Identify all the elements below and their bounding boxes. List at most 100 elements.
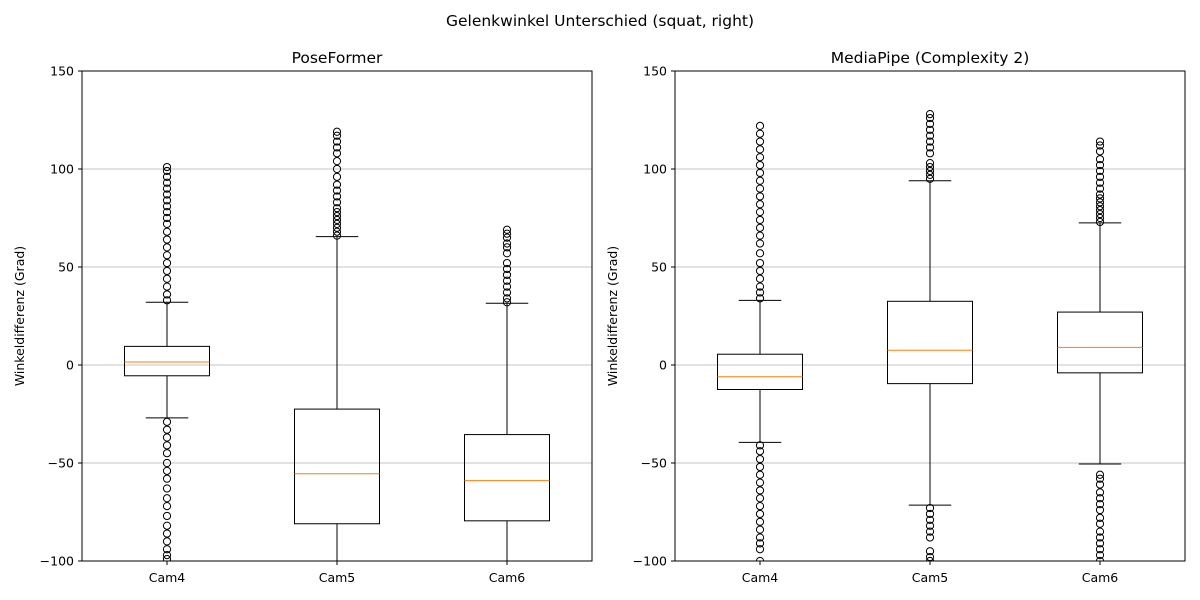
outlier-point	[1095, 533, 1105, 542]
outlier-point	[502, 294, 512, 303]
outlier-point	[1095, 209, 1105, 219]
box-Cam4	[717, 121, 803, 561]
outlier-point	[162, 417, 172, 426]
outlier-point	[925, 119, 935, 129]
plot-area	[124, 127, 550, 561]
outlier-point	[162, 290, 172, 299]
plot-area	[717, 110, 1143, 561]
outlier-point	[755, 539, 765, 548]
outlier-point	[1095, 213, 1105, 223]
outlier-point	[925, 521, 935, 530]
outlier-point	[332, 186, 342, 195]
outlier-point	[1095, 556, 1105, 561]
outlier-point	[1095, 470, 1105, 479]
outlier-point	[162, 219, 172, 228]
outlier-point	[755, 288, 765, 297]
outlier-point	[332, 223, 342, 232]
outlier-point	[1095, 505, 1105, 515]
outlier-point	[755, 208, 765, 217]
box-iqr	[717, 353, 803, 390]
outlier-point	[162, 251, 172, 260]
outlier-point	[162, 537, 172, 546]
outlier-point	[1095, 474, 1105, 483]
outlier-point	[755, 294, 765, 303]
outlier-point	[162, 190, 172, 199]
outlier-point	[502, 233, 512, 242]
outlier-point	[162, 266, 172, 276]
outlier-point	[332, 211, 342, 221]
outlier-point	[755, 192, 765, 201]
outlier-point	[755, 486, 765, 495]
outlier-point	[162, 441, 172, 450]
outlier-point	[755, 502, 765, 511]
y-tick-label: 0	[659, 358, 667, 373]
outlier-point	[332, 198, 342, 207]
outlier-point	[162, 511, 172, 521]
outlier-point	[925, 162, 935, 172]
box-Cam6	[1057, 137, 1143, 561]
outlier-point	[925, 110, 935, 119]
outlier-point	[162, 474, 172, 483]
y-tick-label: −100	[40, 554, 74, 569]
outlier-point	[755, 176, 765, 185]
outlier-point	[1095, 217, 1105, 227]
x-tick-label: Cam6	[489, 570, 526, 585]
outlier-point	[162, 449, 172, 458]
outlier-point	[755, 249, 765, 258]
outlier-point	[755, 153, 765, 162]
outlier-point	[925, 170, 935, 179]
outlier-point	[925, 159, 935, 168]
y-tick-label: −50	[48, 456, 74, 471]
outlier-point	[1095, 527, 1105, 536]
outlier-point	[755, 223, 765, 232]
outlier-point	[332, 192, 342, 201]
outlier-point	[502, 298, 512, 307]
y-tick-label: 0	[66, 358, 74, 373]
outlier-point	[332, 143, 342, 152]
y-tick-label: −50	[641, 456, 667, 471]
outlier-point	[925, 143, 935, 152]
outlier-point	[1095, 166, 1105, 176]
outlier-point	[925, 547, 935, 556]
outlier-point	[162, 258, 172, 268]
outlier-point	[162, 554, 172, 561]
outlier-point	[162, 172, 172, 181]
outlier-point	[755, 274, 765, 283]
outlier-point	[755, 121, 765, 130]
outlier-point	[925, 137, 935, 146]
outlier-point	[755, 137, 765, 146]
outlier-point	[162, 484, 172, 493]
y-tick-label: 100	[50, 162, 74, 177]
outlier-point	[755, 454, 765, 464]
outlier-point	[162, 494, 172, 503]
outlier-point	[1095, 160, 1105, 170]
outlier-point	[755, 184, 765, 193]
outlier-point	[502, 288, 512, 297]
outlier-point	[162, 502, 172, 511]
outlier-point	[1095, 147, 1105, 156]
outlier-point	[925, 533, 935, 542]
outlier-point	[755, 525, 765, 534]
outlier-point	[162, 184, 172, 193]
outlier-point	[162, 162, 172, 172]
y-tick-label: 100	[643, 162, 667, 177]
x-tick-label: Cam5	[912, 570, 949, 585]
box-iqr	[887, 300, 973, 385]
x-tick-label: Cam5	[319, 570, 356, 585]
x-tick-label: Cam6	[1082, 570, 1119, 585]
outlier-point	[502, 243, 512, 252]
outlier-point	[1095, 178, 1105, 187]
outlier-point	[162, 274, 172, 283]
box-iqr	[124, 345, 210, 377]
outlier-point	[925, 131, 935, 140]
outlier-point	[332, 172, 342, 181]
box-Cam5	[294, 127, 380, 561]
outlier-point	[332, 137, 342, 146]
outlier-point	[925, 113, 935, 123]
outlier-point	[162, 196, 172, 205]
outlier-point	[162, 458, 172, 468]
outlier-point	[332, 157, 342, 166]
outlier-point	[755, 545, 765, 554]
outlier-point	[1095, 137, 1105, 146]
